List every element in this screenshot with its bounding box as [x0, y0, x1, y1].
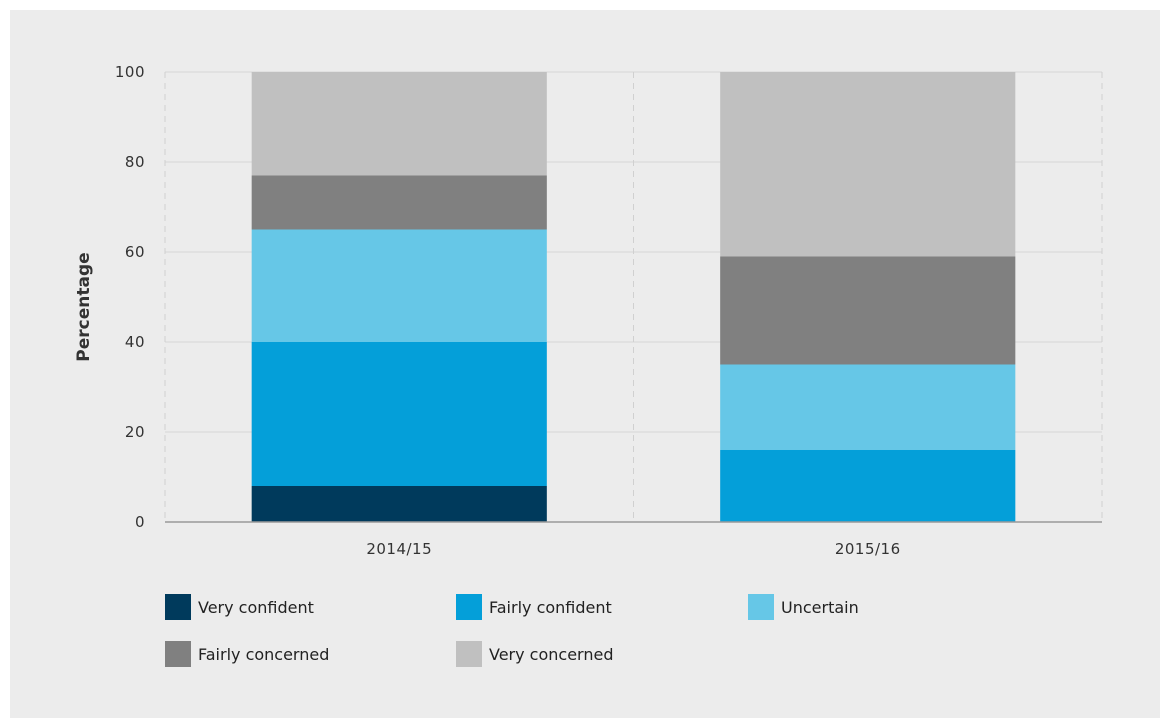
bar-segment-very-concerned: [251, 72, 547, 176]
y-axis-title: Percentage: [74, 252, 94, 361]
legend-label: Fairly concerned: [198, 645, 329, 664]
bar-segment-fairly-concerned: [251, 175, 547, 230]
legend-swatch: [748, 594, 774, 620]
bar-segment-very-concerned: [720, 72, 1016, 257]
y-tick-label: 60: [125, 243, 145, 261]
bar-segment-fairly-concerned: [720, 256, 1016, 365]
stacked-bar-chart: 0 20 40 60 80 100 2014/15 2015/16 Percentage Ve…: [74, 63, 1103, 667]
legend: Very confident Fairly confident Uncertain F…: [165, 594, 859, 667]
y-tick-label: 20: [125, 423, 145, 441]
y-tick-label: 100: [115, 63, 145, 81]
bar-segment-very-confident: [251, 486, 547, 522]
legend-label: Uncertain: [781, 598, 859, 617]
bar-segment-uncertain: [251, 229, 547, 342]
x-tick-label: 2015/16: [835, 540, 901, 558]
y-tick-label: 0: [135, 513, 145, 531]
legend-swatch: [165, 641, 191, 667]
y-tick-label: 40: [125, 333, 145, 351]
legend-item: Very concerned: [456, 641, 613, 667]
legend-label: Very confident: [198, 598, 314, 617]
legend-swatch: [456, 641, 482, 667]
legend-label: Fairly confident: [489, 598, 612, 617]
legend-swatch: [456, 594, 482, 620]
chart-panel: 0 20 40 60 80 100 2014/15 2015/16 Percentage Ve…: [10, 10, 1160, 718]
x-tick-label: 2014/15: [366, 540, 432, 558]
legend-item: Uncertain: [748, 594, 859, 620]
bars-layer: [251, 72, 1016, 522]
y-tick-label: 80: [125, 153, 145, 171]
legend-swatch: [165, 594, 191, 620]
bar-segment-fairly-confident: [251, 342, 547, 486]
legend-item: Very confident: [165, 594, 314, 620]
legend-item: Fairly concerned: [165, 641, 329, 667]
legend-label: Very concerned: [489, 645, 613, 664]
axis-layer: 0 20 40 60 80 100 2014/15 2015/16: [115, 63, 1102, 558]
bar-segment-fairly-confident: [720, 450, 1016, 522]
legend-item: Fairly confident: [456, 594, 612, 620]
bar-segment-uncertain: [720, 364, 1016, 450]
